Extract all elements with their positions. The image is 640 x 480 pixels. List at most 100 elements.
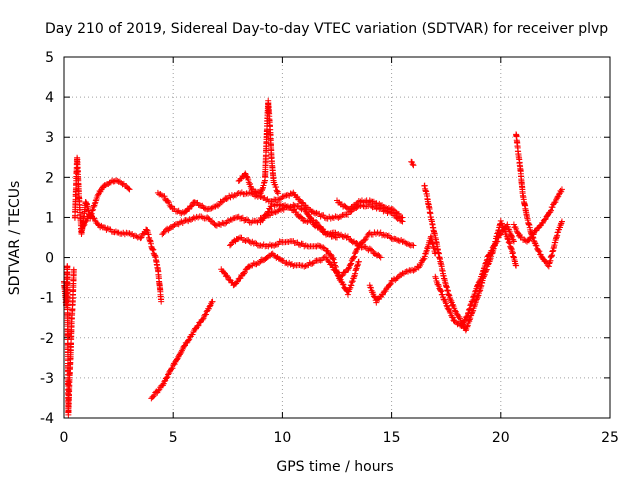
data-point (313, 209, 320, 216)
data-point (550, 200, 557, 207)
data-point (449, 314, 456, 321)
data-point (335, 231, 342, 238)
data-point (161, 378, 168, 385)
data-point (301, 205, 308, 212)
data-point (365, 230, 372, 237)
data-point (361, 237, 368, 244)
data-point (320, 254, 327, 261)
y-tick-label: 4 (45, 90, 54, 106)
data-point (338, 273, 345, 280)
data-point (316, 210, 323, 217)
data-point (395, 237, 402, 244)
data-point (285, 238, 292, 245)
data-point (243, 216, 250, 223)
data-point (558, 186, 565, 193)
data-point (221, 269, 228, 276)
data-point (386, 281, 393, 288)
data-point (410, 162, 417, 169)
series-arc-1 (61, 263, 77, 418)
data-point (351, 253, 358, 260)
data-point (121, 231, 128, 238)
data-point (410, 242, 417, 249)
data-point (527, 234, 534, 241)
x-tick-label: 15 (383, 430, 401, 446)
data-point (258, 193, 265, 200)
data-point (508, 232, 515, 239)
y-tick-label: -2 (40, 331, 54, 347)
data-point (168, 366, 175, 373)
data-point (533, 242, 540, 249)
chart-title: Day 210 of 2019, Sidereal Day-to-day VTE… (45, 21, 608, 37)
data-point (376, 200, 383, 207)
data-point (530, 231, 537, 238)
data-point (317, 257, 324, 264)
data-point (445, 305, 452, 312)
data-point (437, 287, 444, 294)
data-point (242, 170, 249, 177)
data-point (263, 211, 270, 218)
data-point (327, 251, 334, 258)
y-tick-label: 5 (45, 50, 54, 66)
data-point (94, 193, 101, 200)
data-point (252, 239, 259, 246)
series-arc-3 (78, 211, 165, 305)
data-point (410, 267, 417, 274)
data-point (163, 374, 170, 381)
data-point (242, 238, 249, 245)
data-point (554, 194, 561, 201)
data-point (162, 375, 169, 382)
data-point (536, 248, 543, 255)
data-point (345, 265, 352, 272)
data-point (235, 235, 242, 242)
data-point (413, 266, 420, 273)
data-point (344, 233, 351, 240)
data-point (118, 180, 125, 187)
data-point (451, 307, 458, 314)
y-tick-label: 0 (45, 251, 54, 267)
data-point (279, 194, 286, 201)
data-point (329, 233, 336, 240)
data-point (348, 260, 355, 267)
data-point (516, 232, 522, 239)
data-point (340, 234, 347, 241)
data-point (489, 247, 496, 254)
data-point (419, 257, 426, 264)
data-point (518, 234, 525, 241)
data-point (362, 198, 369, 205)
data-point (353, 246, 360, 253)
data-point (116, 178, 123, 185)
data-point (206, 303, 213, 310)
data-point (192, 325, 199, 332)
data-point (263, 197, 270, 204)
y-tick-label: -1 (40, 291, 54, 307)
data-point (177, 350, 184, 357)
data-point (241, 269, 248, 276)
data-point (178, 210, 185, 217)
y-tick-label: 1 (45, 210, 54, 226)
data-point (305, 211, 312, 218)
data-point (309, 260, 316, 267)
data-point (150, 393, 157, 400)
data-point (82, 219, 89, 226)
data-point (165, 199, 172, 206)
data-point (126, 230, 133, 237)
data-point (399, 214, 406, 221)
data-point (395, 210, 402, 217)
data-point (189, 202, 196, 209)
data-point (133, 233, 140, 240)
data-point (252, 218, 259, 225)
data-point (491, 242, 498, 249)
data-point (174, 208, 181, 215)
y-tick-label: -3 (40, 371, 54, 387)
data-point (462, 316, 469, 323)
data-point (118, 230, 125, 237)
series-arc-10 (257, 201, 340, 241)
data-point (158, 298, 165, 305)
data-point (497, 231, 504, 238)
y-tick-label: 2 (45, 170, 54, 186)
x-tick-label: 25 (601, 430, 619, 446)
series-arc-13 (408, 158, 417, 169)
data-point (457, 315, 464, 322)
data-point (411, 266, 418, 273)
data-point (151, 392, 158, 399)
